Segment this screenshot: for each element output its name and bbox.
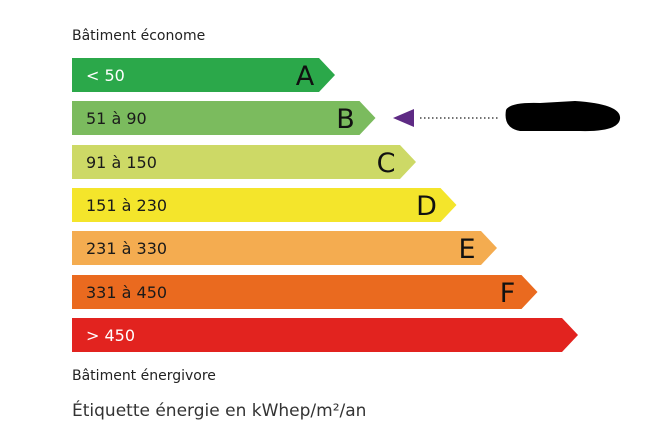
- class-letter: B: [336, 104, 355, 135]
- class-range: 51 à 90: [86, 109, 147, 128]
- top-label: Bâtiment économe: [72, 28, 206, 44]
- class-range: 331 à 450: [86, 283, 167, 302]
- class-range: > 450: [86, 326, 135, 345]
- class-range: 231 à 330: [86, 239, 167, 258]
- class-letter: C: [377, 148, 396, 179]
- redacted-value: [505, 101, 621, 132]
- rating-arrow-icon: [393, 109, 414, 127]
- class-bar-b: [72, 101, 376, 135]
- class-bar-a: [72, 58, 335, 92]
- class-bar-f: [72, 275, 538, 309]
- class-bar-c: [72, 145, 416, 179]
- class-range: 91 à 150: [86, 153, 157, 172]
- class-letter: E: [458, 234, 475, 265]
- class-letter: D: [416, 191, 437, 222]
- class-range: 151 à 230: [86, 196, 167, 215]
- class-letter: F: [500, 278, 516, 309]
- class-bar-g: [72, 318, 578, 352]
- class-bar-e: [72, 231, 497, 265]
- class-letter: A: [296, 61, 315, 92]
- class-range: < 50: [86, 66, 125, 85]
- bottom-label: Bâtiment énergivore: [72, 368, 216, 384]
- caption: Étiquette énergie en kWhep/m²/an: [72, 401, 367, 421]
- class-bar-d: [72, 188, 457, 222]
